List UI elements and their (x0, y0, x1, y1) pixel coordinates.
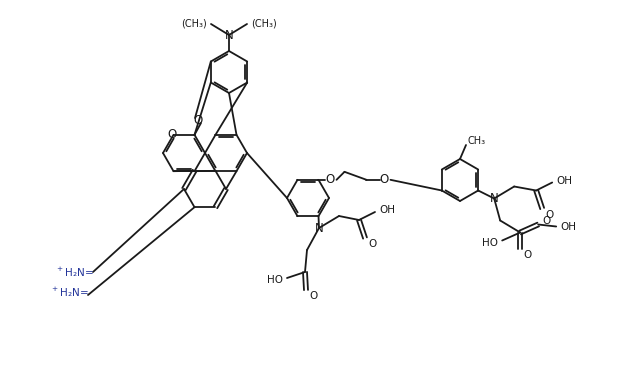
Text: HO: HO (482, 237, 498, 247)
Text: (CH₃): (CH₃) (251, 18, 277, 28)
Text: N: N (315, 221, 323, 234)
Text: N: N (225, 29, 234, 42)
Text: O: O (545, 210, 553, 220)
Text: OH: OH (560, 221, 576, 232)
Text: O: O (523, 250, 531, 259)
Text: CH₃: CH₃ (468, 136, 486, 146)
Text: HO: HO (267, 275, 283, 285)
Text: $^+$H₂N=: $^+$H₂N= (50, 285, 89, 299)
Text: (CH₃): (CH₃) (181, 18, 207, 28)
Text: N: N (490, 192, 499, 205)
Text: OH: OH (556, 175, 572, 186)
Text: $^+$H₂N=: $^+$H₂N= (55, 265, 94, 279)
Text: O: O (326, 173, 335, 186)
Text: O: O (168, 128, 177, 141)
Text: O: O (309, 291, 317, 301)
Text: O: O (380, 173, 389, 186)
Text: OH: OH (379, 205, 395, 215)
Text: O: O (368, 239, 376, 249)
Text: O: O (542, 216, 550, 226)
Text: O: O (193, 114, 203, 127)
